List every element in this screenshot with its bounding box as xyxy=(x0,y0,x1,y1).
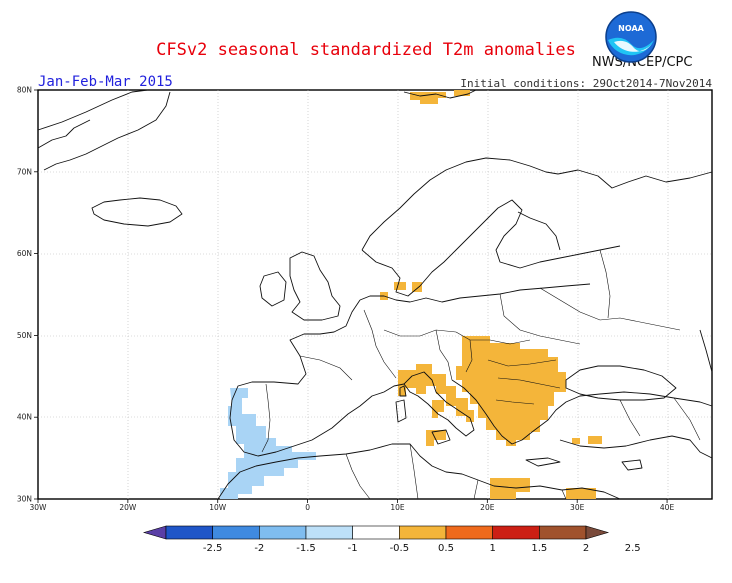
lon-tick-label: 20W xyxy=(119,503,137,512)
initial-conditions: Initial conditions: 29Oct2014-7Nov2014 xyxy=(460,77,712,90)
colorbar-label: -2 xyxy=(254,543,264,554)
colorbar-box xyxy=(352,525,400,540)
graticule xyxy=(38,90,712,499)
colorbar-box xyxy=(259,525,307,540)
colorbar-box xyxy=(305,525,353,540)
lat-tick-label: 60N xyxy=(17,249,32,258)
colorbar-label: 1.5 xyxy=(531,543,547,554)
colorbar-label: -0.5 xyxy=(390,543,410,554)
lat-tick-label: 40N xyxy=(17,413,32,422)
colorbar-box xyxy=(212,525,260,540)
colorbar-box xyxy=(165,525,213,540)
lon-tick-label: 10W xyxy=(209,503,227,512)
agency-label: NWS/NCEP/CPC xyxy=(592,55,693,70)
map-frame xyxy=(37,89,713,500)
colorbar-label: -1.5 xyxy=(296,543,316,554)
colorbar-labels: -2.5 -2 -1.5 -1 -0.5 0.5 1 1.5 2 2.5 xyxy=(203,543,641,554)
map-title: CFSv2 seasonal standardized T2m anomalie… xyxy=(156,40,576,60)
lon-tick-label: 30W xyxy=(30,503,48,512)
lon-tick-label: 20E xyxy=(480,503,495,512)
colorbar-label: 0.5 xyxy=(438,543,454,554)
colorbar xyxy=(142,525,610,540)
cool-anomaly-regions xyxy=(220,388,316,499)
lat-tick-label: 80N xyxy=(17,86,32,95)
colorbar-high-arrow xyxy=(585,525,610,540)
longitude-ticks: 30W 20W 10W 0 10E 20E 30E 40E xyxy=(30,499,675,512)
colorbar-label: 2 xyxy=(583,543,589,554)
colorbar-box xyxy=(492,525,540,540)
country-borders xyxy=(261,249,701,500)
colorbar-label: 2.5 xyxy=(625,543,641,554)
coastlines xyxy=(37,89,713,500)
lon-tick-label: 30E xyxy=(570,503,585,512)
colorbar-label: -2.5 xyxy=(203,543,223,554)
lon-tick-label: 40E xyxy=(660,503,675,512)
lat-tick-label: 70N xyxy=(17,167,32,176)
lon-tick-label: 0 xyxy=(305,503,310,512)
colorbar-label: -1 xyxy=(348,543,358,554)
colorbar-label: 1 xyxy=(489,543,495,554)
colorbar-box xyxy=(539,525,587,540)
logo-text: NOAA xyxy=(618,24,644,33)
colorbar-low-arrow xyxy=(142,525,167,540)
lat-tick-label: 50N xyxy=(17,331,32,340)
latitude-ticks: 30N 40N 50N 60N 70N 80N xyxy=(17,86,38,504)
lon-tick-label: 10E xyxy=(390,503,405,512)
forecast-period: Jan-Feb-Mar 2015 xyxy=(38,74,173,90)
lat-tick-label: 30N xyxy=(17,495,32,504)
colorbar-box xyxy=(445,525,493,540)
noaa-logo-icon: NOAA xyxy=(605,11,657,63)
colorbar-box xyxy=(399,525,447,540)
